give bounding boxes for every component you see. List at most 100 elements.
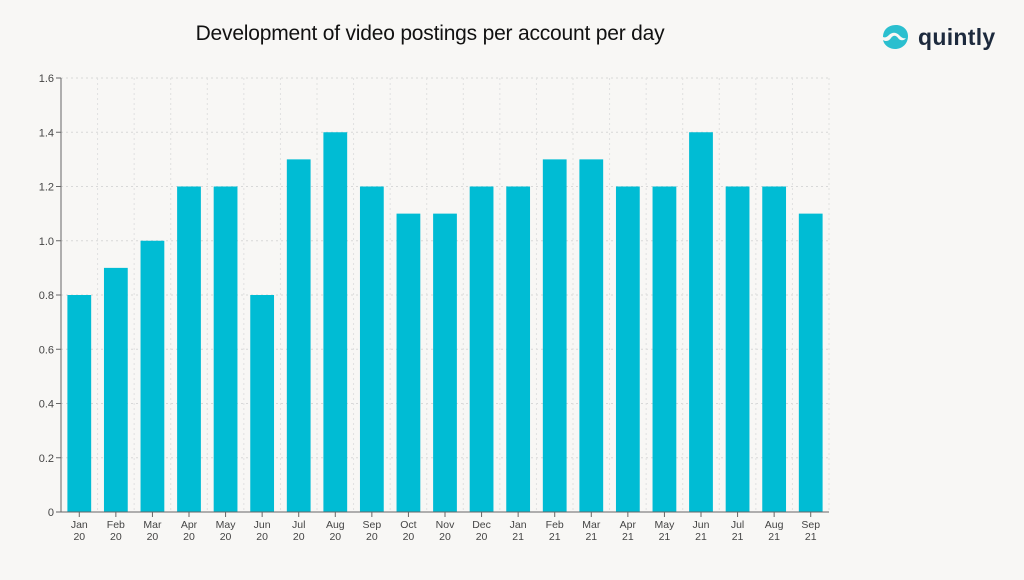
x-tick-label: Oct 20 bbox=[400, 519, 416, 543]
bar bbox=[177, 186, 201, 512]
bar bbox=[250, 295, 275, 512]
bar bbox=[579, 159, 604, 512]
bar bbox=[506, 186, 531, 512]
x-tick-label: Jan 21 bbox=[510, 519, 527, 543]
x-tick-month: Jun bbox=[693, 519, 710, 531]
x-tick-month: Jun bbox=[254, 519, 271, 531]
x-tick-label: May 21 bbox=[655, 519, 676, 543]
x-tick-month: Sep bbox=[363, 519, 382, 531]
x-tick-month: Aug bbox=[765, 519, 784, 531]
x-tick-month: Apr bbox=[181, 519, 198, 531]
y-axis-ticks: 0 0.2 0.4 0.6 0.8 1.0 1.2 1.4 1.6 bbox=[39, 73, 54, 519]
x-tick-year: 20 bbox=[183, 531, 195, 543]
x-tick-year: 20 bbox=[439, 531, 451, 543]
x-tick-month: Jan bbox=[71, 519, 88, 531]
x-tick-label: Aug 21 bbox=[765, 519, 784, 543]
x-tick-label: Jun 21 bbox=[693, 519, 710, 543]
x-tick-month: Aug bbox=[326, 519, 345, 531]
x-tick-year: 21 bbox=[512, 531, 524, 543]
x-tick-month: Jul bbox=[731, 519, 744, 531]
quintly-wave-logo-icon bbox=[883, 25, 908, 49]
bar bbox=[103, 267, 128, 512]
x-tick-label: Nov 20 bbox=[436, 519, 455, 543]
bar bbox=[798, 213, 823, 512]
x-tick-year: 21 bbox=[695, 531, 707, 543]
x-tick-month: Jul bbox=[292, 519, 305, 531]
x-tick-year: 20 bbox=[220, 531, 232, 543]
x-tick-year: 20 bbox=[110, 531, 122, 543]
x-tick-month: May bbox=[216, 519, 237, 531]
bar bbox=[689, 132, 713, 512]
x-tick-year: 20 bbox=[476, 531, 488, 543]
x-tick-month: Feb bbox=[107, 519, 125, 531]
y-tick-label: 1.6 bbox=[39, 73, 54, 85]
bar bbox=[140, 240, 165, 512]
x-tick-year: 21 bbox=[805, 531, 817, 543]
x-tick-month: May bbox=[655, 519, 676, 531]
bar bbox=[762, 186, 787, 512]
bar bbox=[615, 186, 640, 512]
bar bbox=[725, 186, 750, 512]
x-tick-label: Aug 20 bbox=[326, 519, 345, 543]
x-tick-year: 20 bbox=[403, 531, 415, 543]
x-tick-month: Apr bbox=[620, 519, 637, 531]
x-tick-month: Nov bbox=[436, 519, 455, 531]
chart-title: Development of video postings per accoun… bbox=[195, 22, 665, 45]
bar bbox=[323, 132, 348, 512]
y-tick-label: 1.2 bbox=[39, 182, 54, 194]
x-tick-month: Mar bbox=[143, 519, 162, 531]
x-tick-year: 20 bbox=[147, 531, 159, 543]
x-tick-year: 21 bbox=[768, 531, 780, 543]
x-tick-year: 20 bbox=[329, 531, 341, 543]
x-tick-month: Sep bbox=[801, 519, 820, 531]
x-tick-month: Dec bbox=[472, 519, 491, 531]
x-tick-year: 20 bbox=[366, 531, 378, 543]
x-tick-label: Sep 20 bbox=[363, 519, 382, 543]
x-tick-label: Sep 21 bbox=[801, 519, 820, 543]
x-tick-label: Feb 21 bbox=[546, 519, 564, 543]
bar bbox=[396, 213, 421, 512]
x-tick-label: Jan 20 bbox=[71, 519, 88, 543]
x-tick-label: Dec 20 bbox=[472, 519, 491, 543]
bar bbox=[213, 186, 238, 512]
bar bbox=[542, 159, 567, 512]
y-tick-label: 0.8 bbox=[39, 290, 54, 302]
y-tick-label: 0.6 bbox=[39, 344, 54, 356]
y-tick-label: 1.4 bbox=[39, 127, 54, 139]
x-tick-label: Jul 20 bbox=[292, 519, 305, 543]
bar bbox=[652, 186, 677, 512]
y-tick-label: 0.2 bbox=[39, 453, 54, 465]
x-tick-label: Mar 21 bbox=[582, 519, 601, 543]
x-tick-label: Jun 20 bbox=[254, 519, 271, 543]
brand-name: quintly bbox=[918, 23, 996, 50]
y-tick-label: 0 bbox=[48, 507, 54, 519]
x-tick-year: 21 bbox=[622, 531, 634, 543]
bar bbox=[359, 186, 384, 512]
x-tick-label: Apr 21 bbox=[620, 519, 637, 543]
x-tick-year: 20 bbox=[256, 531, 268, 543]
x-tick-label: Apr 20 bbox=[181, 519, 198, 543]
bar bbox=[67, 295, 92, 512]
bar bbox=[469, 186, 494, 512]
x-tick-year: 21 bbox=[585, 531, 597, 543]
chart-axes bbox=[56, 77, 829, 517]
x-tick-year: 20 bbox=[293, 531, 305, 543]
y-tick-label: 0.4 bbox=[39, 399, 54, 411]
x-tick-year: 21 bbox=[732, 531, 744, 543]
bar bbox=[286, 159, 311, 512]
y-tick-label: 1.0 bbox=[39, 236, 54, 248]
x-tick-month: Feb bbox=[546, 519, 564, 531]
chart-bars bbox=[67, 132, 823, 512]
x-tick-month: Mar bbox=[582, 519, 601, 531]
x-tick-year: 21 bbox=[549, 531, 561, 543]
x-tick-year: 20 bbox=[73, 531, 85, 543]
x-tick-label: Feb 20 bbox=[107, 519, 125, 543]
x-tick-label: Jul 21 bbox=[731, 519, 744, 543]
x-tick-label: Mar 20 bbox=[143, 519, 162, 543]
bar bbox=[433, 213, 457, 512]
x-tick-month: Jan bbox=[510, 519, 527, 531]
x-tick-label: May 20 bbox=[216, 519, 237, 543]
x-tick-year: 21 bbox=[659, 531, 671, 543]
